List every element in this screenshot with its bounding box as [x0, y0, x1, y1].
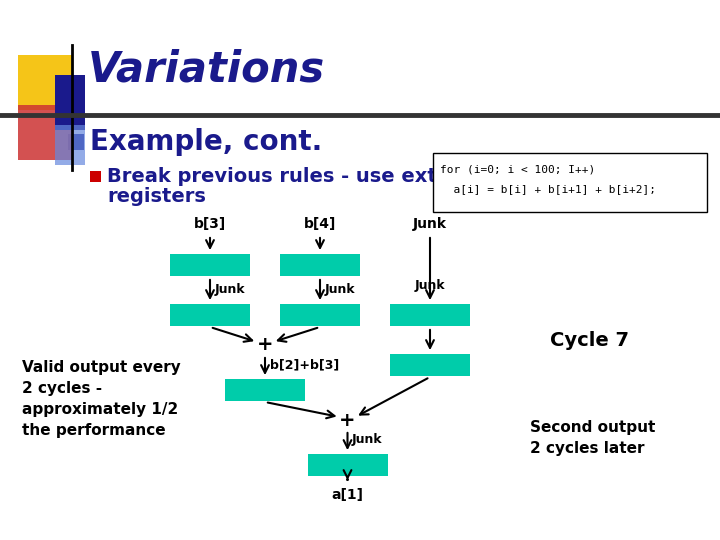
Text: Example, cont.: Example, cont.	[90, 128, 323, 156]
Bar	[55, 125, 85, 165]
Text: +: +	[257, 335, 274, 354]
Bar	[170, 304, 250, 326]
Text: registers: registers	[107, 186, 206, 206]
Bar	[225, 379, 305, 401]
Text: for (i=0; i < 100; I++): for (i=0; i < 100; I++)	[440, 165, 595, 175]
Bar	[307, 454, 387, 476]
Text: Junk: Junk	[215, 284, 246, 296]
Text: +: +	[339, 410, 356, 429]
Bar	[280, 304, 360, 326]
Text: a[i] = b[i] + b[i+1] + b[i+2];: a[i] = b[i] + b[i+1] + b[i+2];	[440, 184, 656, 194]
Text: Junk: Junk	[351, 434, 382, 447]
Text: b[4]: b[4]	[435, 359, 464, 372]
Text: b[2]+b[3]: b[2]+b[3]	[270, 359, 339, 372]
Text: Valid output every
2 cycles -
approximately 1/2
the performance: Valid output every 2 cycles - approximat…	[22, 360, 181, 438]
Bar	[280, 254, 360, 276]
Text: b[4]: b[4]	[304, 217, 336, 231]
Bar	[390, 354, 470, 376]
Bar	[68, 134, 84, 150]
Text: Junk: Junk	[415, 279, 445, 292]
Bar	[390, 304, 470, 326]
FancyBboxPatch shape	[433, 153, 707, 212]
Text: a[1]: a[1]	[331, 488, 364, 502]
Text: Junk: Junk	[413, 217, 447, 231]
Bar	[90, 171, 101, 182]
Text: Break previous rules - use extra delay: Break previous rules - use extra delay	[107, 167, 526, 186]
Text: Junk: Junk	[325, 284, 356, 296]
Bar	[170, 254, 250, 276]
Text: Cycle 7: Cycle 7	[551, 330, 629, 349]
Text: Variations: Variations	[88, 49, 325, 91]
Bar	[55, 75, 85, 130]
Bar	[18, 55, 73, 110]
Bar	[18, 105, 73, 160]
Text: Second output
2 cycles later: Second output 2 cycles later	[530, 420, 655, 456]
Text: b[3]: b[3]	[194, 217, 226, 231]
